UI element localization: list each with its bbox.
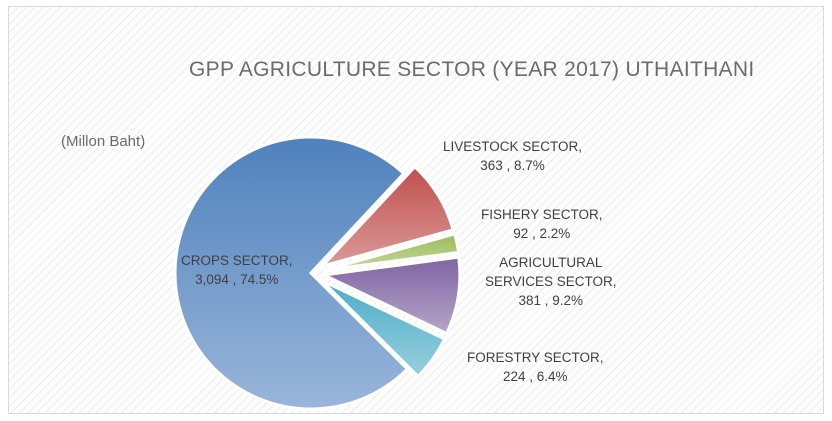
data-label-agri-line2: SERVICES SECTOR, <box>485 274 617 289</box>
data-label-livestock-value: 363 , 8.7% <box>480 158 545 173</box>
data-label-livestock-name: LIVESTOCK SECTOR, <box>443 139 583 154</box>
data-label-crops-value: 3,094 , 74.5% <box>195 272 279 287</box>
pie-chart <box>173 135 462 411</box>
data-label-agri-value: 381 , 9.2% <box>518 293 584 308</box>
chart-frame: GPP AGRICULTURE SECTOR (YEAR 2017) UTHAI… <box>8 6 824 414</box>
pie-slice-fishery <box>323 232 461 272</box>
data-label-fishery: FISHERY SECTOR, 92 , 2.2% <box>481 205 603 243</box>
pie-slice-crops <box>173 135 410 411</box>
data-label-agricultural-services: AGRICULTURAL SERVICES SECTOR, 381 , 9.2% <box>485 253 617 310</box>
data-label-agri-line1: AGRICULTURAL <box>499 255 603 270</box>
data-label-forestry: FORESTRY SECTOR, 224 , 6.4% <box>467 348 604 386</box>
data-label-fishery-name: FISHERY SECTOR, <box>481 207 603 222</box>
data-label-forestry-value: 224 , 6.4% <box>502 369 568 384</box>
pie-slice-agricultural-services <box>318 255 462 336</box>
data-label-livestock: LIVESTOCK SECTOR, 363 , 8.7% <box>443 137 582 175</box>
data-label-fishery-value: 92 , 2.2% <box>513 226 571 241</box>
pie-slice-forestry <box>320 279 447 379</box>
data-label-forestry-name: FORESTRY SECTOR, <box>467 350 604 365</box>
data-label-crops: CROPS SECTOR, 3,094 , 74.5% <box>181 251 293 289</box>
unit-label: (Millon Baht) <box>61 133 146 150</box>
chart-title: GPP AGRICULTURE SECTOR (YEAR 2017) UTHAI… <box>189 58 755 81</box>
data-label-crops-name: CROPS SECTOR, <box>181 253 293 268</box>
pie-slice-livestock <box>317 164 455 270</box>
